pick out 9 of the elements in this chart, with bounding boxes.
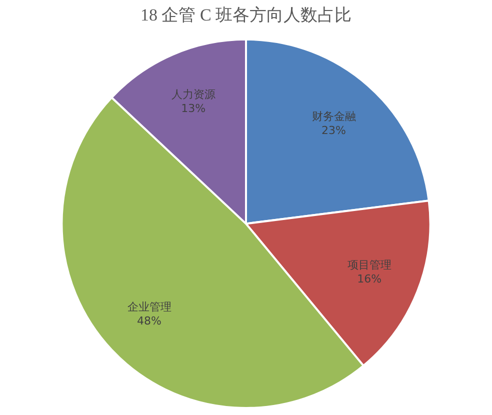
slice-label: 人力资源 (171, 88, 216, 101)
slice-label: 企业管理 (127, 300, 172, 314)
slice-label: 财务金融 (312, 110, 356, 124)
data-label: 16% (357, 272, 382, 286)
data-label: 48% (137, 314, 162, 328)
data-label: 13% (181, 102, 206, 115)
chart-title: 18 企管 C 班各方向人数占比 (140, 6, 352, 25)
data-label: 23% (322, 124, 346, 138)
slice-label: 项目管理 (347, 258, 392, 272)
